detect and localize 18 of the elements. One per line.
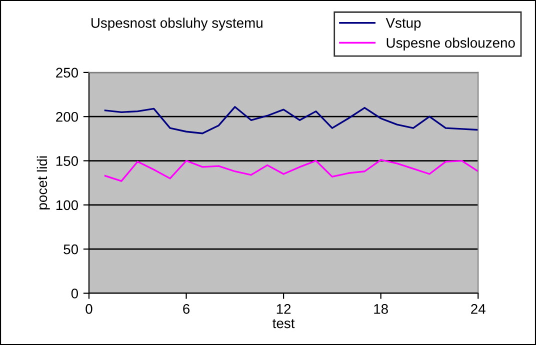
line-series [104,106,478,134]
x-tick-label: 6 [183,304,190,314]
y-tick-label: 200 [56,112,78,122]
y-tick-label: 50 [64,244,78,254]
x-tick-label: 0 [86,304,92,314]
x-tick-label: 18 [374,304,388,314]
x-axis-title: test [272,319,295,328]
y-tick-label: 100 [56,200,78,210]
y-axis-title: pocet lidi [36,156,50,210]
y-tick-label: 0 [71,288,78,298]
legend-label: Vstup [386,18,421,31]
y-tick-label: 250 [56,68,78,78]
y-tick-label: 150 [56,156,78,166]
legend-label: Uspesne obslouzeno [386,38,515,51]
line-series [104,159,478,182]
x-tick-label: 12 [276,304,291,314]
x-tick-label: 24 [471,304,486,314]
chart-title: Uspesnost obsluhy systemu [91,18,262,31]
